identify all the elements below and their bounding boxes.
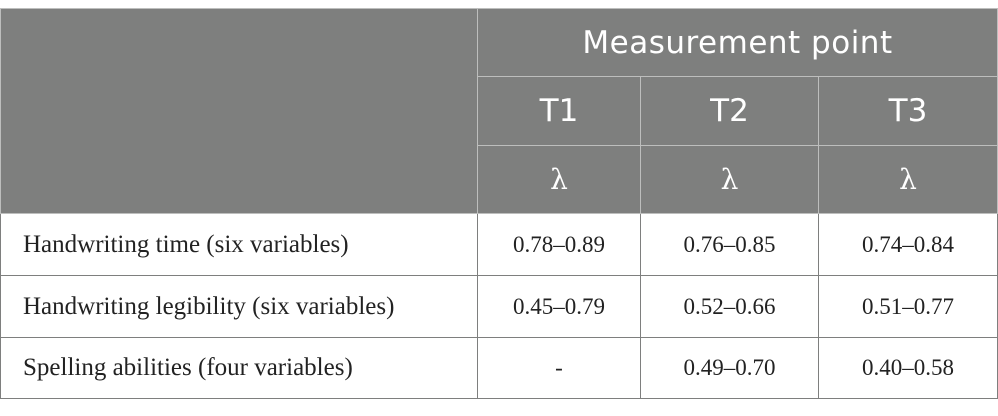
cell-value-t2: 0.49–0.70 bbox=[640, 337, 819, 399]
cell-value-t1: - bbox=[477, 337, 641, 399]
cell-value-t3: 0.40–0.58 bbox=[818, 337, 998, 399]
header-row-statistic: λ λ λ bbox=[1, 145, 998, 214]
header-row-group: Measurement point bbox=[0, 8, 998, 214]
cell-value-t1: 0.78–0.89 bbox=[477, 213, 641, 276]
lambda-symbol-t2: λ bbox=[640, 145, 819, 214]
cell-value-t2: 0.52–0.66 bbox=[640, 275, 819, 338]
header-corner-cell bbox=[0, 8, 478, 214]
row-label: Spelling abilities (four variables) bbox=[0, 337, 478, 399]
table-row: Handwriting time (six variables) 0.78–0.… bbox=[0, 213, 998, 276]
column-heading-t1: T1 bbox=[477, 76, 641, 146]
column-heading-t3: T3 bbox=[818, 76, 998, 146]
table-body: Handwriting time (six variables) 0.78–0.… bbox=[0, 213, 998, 399]
cell-value-t3: 0.74–0.84 bbox=[818, 213, 998, 276]
results-table: Measurement point T1 T2 T3 λ λ λ Handwri… bbox=[0, 8, 998, 399]
row-label: Handwriting time (six variables) bbox=[0, 213, 478, 276]
cell-value-t2: 0.76–0.85 bbox=[640, 213, 819, 276]
cell-value-t3: 0.51–0.77 bbox=[818, 275, 998, 338]
cell-value-t1: 0.45–0.79 bbox=[477, 275, 641, 338]
table-row: Spelling abilities (four variables) - 0.… bbox=[0, 337, 998, 399]
measurement-point-heading: Measurement point bbox=[477, 8, 998, 77]
lambda-symbol-t1: λ bbox=[477, 145, 641, 214]
lambda-symbol-t3: λ bbox=[818, 145, 998, 214]
column-heading-t2: T2 bbox=[640, 76, 819, 146]
header-row-timepoints: T1 T2 T3 bbox=[1, 76, 998, 146]
row-label: Handwriting legibility (six variables) bbox=[0, 275, 478, 338]
table-row: Handwriting legibility (six variables) 0… bbox=[0, 275, 998, 338]
table-header: Measurement point T1 T2 T3 λ λ λ bbox=[0, 8, 998, 214]
